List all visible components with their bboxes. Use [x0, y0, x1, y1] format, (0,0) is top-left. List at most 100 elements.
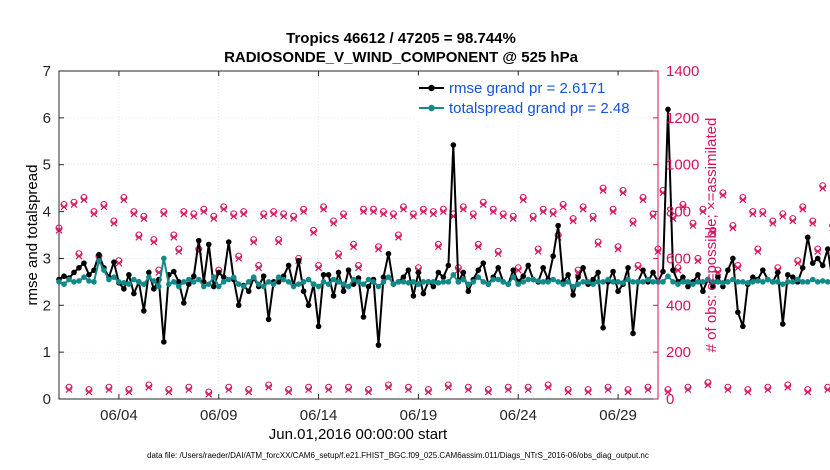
totalspread-point [171, 279, 177, 285]
obs-assimilated-point [759, 210, 767, 218]
left-tick-label: 6 [43, 110, 51, 127]
rmse-point [750, 274, 756, 280]
rmse-point [590, 276, 596, 283]
totalspread-point [180, 279, 187, 285]
totalspread-point [740, 279, 746, 285]
rmse-point [575, 274, 581, 280]
legend-box [415, 75, 633, 121]
totalspread-point [784, 279, 791, 285]
obs-assimilated-point [345, 386, 352, 394]
totalspread-point [794, 276, 801, 283]
obs-assimilated-point [395, 233, 402, 241]
obs-assimilated-point [120, 196, 128, 204]
totalspread-point [490, 276, 497, 283]
legend-totalspread-label: totalspread grand pr = 2.48 [449, 100, 630, 117]
obs-assimilated-point [514, 266, 522, 274]
obs-assimilated-point [335, 252, 342, 260]
rmse-point [195, 237, 202, 244]
rmse-point [495, 265, 502, 271]
obs-assimilated-point [255, 264, 263, 272]
right-tick-label: 600 [666, 250, 691, 267]
rmse-point [320, 272, 327, 278]
obs-assimilated-point [434, 243, 442, 251]
totalspread-point [310, 281, 317, 288]
obs-assimilated-point [809, 219, 817, 227]
left-tick-label: 0 [43, 391, 51, 408]
obs-assimilated-point [699, 208, 707, 215]
rmse-point [725, 267, 731, 273]
rmse-point [630, 330, 636, 337]
obs-assimilated-point [245, 388, 253, 396]
totalspread-point [819, 278, 826, 284]
rmse-point [300, 288, 307, 295]
y-axis-label-right: # of obs: o=possible; ×=assimilated [703, 118, 720, 353]
totalspread-point [121, 279, 127, 286]
obs-assimilated-point [739, 196, 747, 204]
totalspread-point [200, 283, 207, 290]
rmse-spread-series [56, 106, 830, 348]
obs-assimilated-point [55, 226, 63, 234]
totalspread-point [335, 279, 342, 285]
obs-assimilated-point [260, 212, 268, 220]
totalspread-point [360, 281, 367, 288]
totalspread-point [620, 279, 626, 286]
totalspread-point [750, 279, 756, 285]
obs-assimilated-point [404, 386, 412, 394]
rmse-point [465, 288, 472, 295]
rmse-point [460, 269, 467, 276]
totalspread-point [375, 283, 382, 290]
obs-assimilated-point [814, 247, 822, 255]
obs-assimilated-point [744, 388, 752, 396]
obs-assimilated-point [764, 386, 772, 394]
totalspread-point [390, 281, 397, 288]
totalspread-point [760, 279, 766, 285]
rmse-point [779, 321, 786, 327]
y-axis-label-left: rmse and totalspread [24, 165, 41, 306]
rmse-point [760, 267, 766, 273]
rmse-point [126, 272, 132, 278]
rmse-point [185, 281, 192, 288]
totalspread-point [205, 281, 212, 288]
obs-assimilated-point [305, 386, 313, 394]
rmse-point [180, 300, 187, 306]
left-tick-label: 1 [43, 344, 51, 361]
totalspread-point [650, 279, 656, 285]
obs-assimilated-point [160, 210, 168, 218]
obs-assimilated-point [115, 259, 123, 267]
totalspread-point [61, 281, 67, 288]
obs-assimilated-point [75, 252, 83, 260]
obs-assimilated-point [804, 388, 812, 396]
obs-assimilated-point [819, 184, 827, 192]
totalspread-point [700, 279, 706, 285]
totalspread-point [610, 279, 616, 285]
rmse-point [600, 324, 606, 331]
totalspread-point [745, 279, 751, 286]
totalspread-point [136, 279, 142, 285]
totalspread-point [440, 279, 447, 285]
rmse-point [555, 222, 561, 229]
totalspread-point [755, 278, 761, 284]
rmse-point [480, 260, 487, 266]
totalspread-point [460, 276, 467, 283]
totalspread-point [465, 281, 472, 288]
rmse-point [445, 262, 452, 269]
obs-assimilated-point [185, 386, 193, 394]
totalspread-point [56, 279, 62, 285]
totalspread-point [81, 274, 87, 280]
rmse-point [809, 260, 816, 266]
rmse-point [295, 257, 302, 264]
totalspread-point [510, 274, 517, 280]
data-file-footer: data file: /Users/raeder/DAI/ATM_forcXX/… [147, 451, 649, 460]
rmse-point [700, 288, 706, 295]
totalspread-point [470, 279, 477, 285]
totalspread-point [146, 274, 152, 280]
obs-assimilated-point [549, 210, 557, 218]
obs-assimilated-point [749, 210, 757, 218]
totalspread-point [685, 279, 691, 285]
obs-assimilated-point [145, 383, 153, 391]
obs-assimilated-point [385, 383, 392, 391]
totalspread-point [540, 279, 546, 285]
obs-assimilated-point [360, 208, 367, 215]
totalspread-point [380, 279, 387, 285]
obs-assimilated-point [330, 219, 337, 227]
